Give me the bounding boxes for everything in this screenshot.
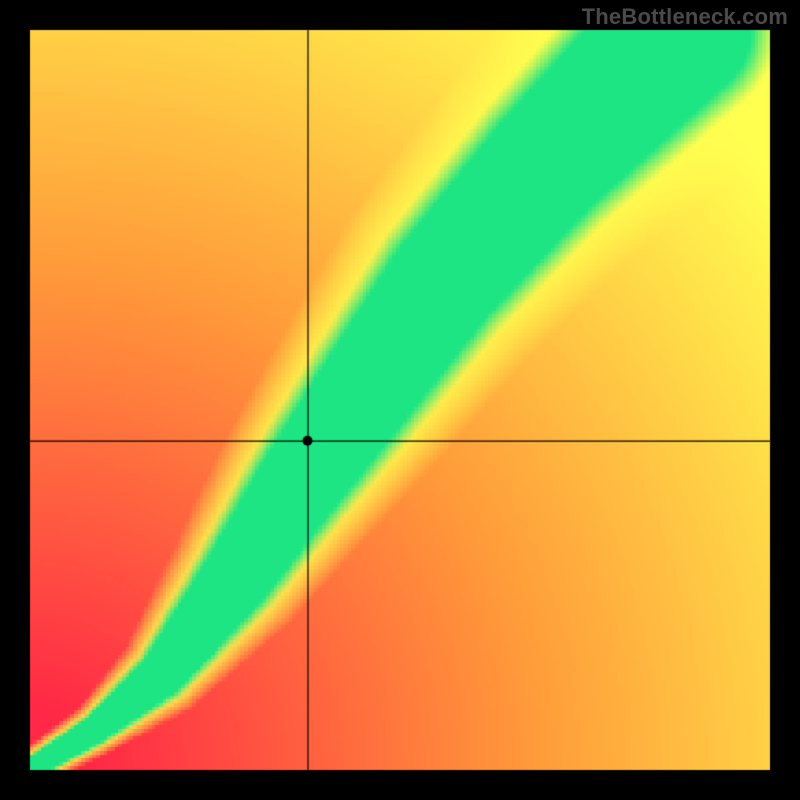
chart-container: TheBottleneck.com <box>0 0 800 800</box>
watermark-text: TheBottleneck.com <box>582 4 788 30</box>
crosshair-overlay <box>0 0 800 800</box>
